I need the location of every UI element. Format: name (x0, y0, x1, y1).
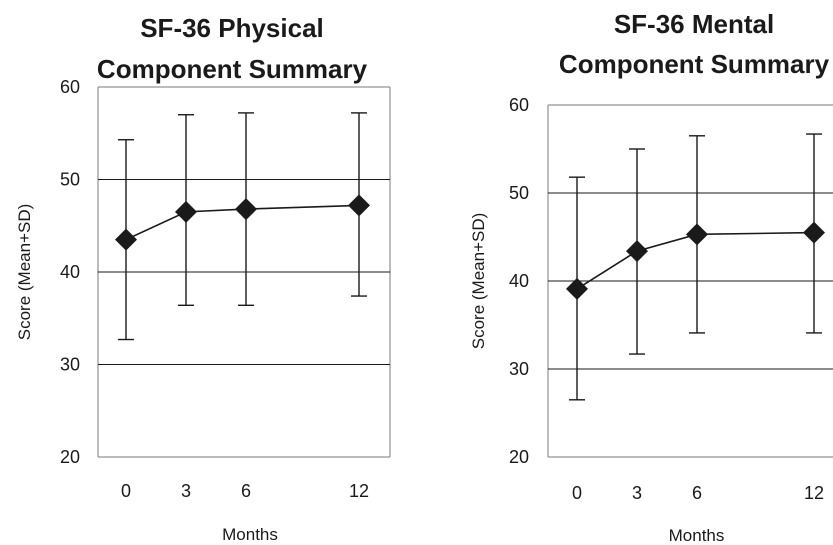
data-point-marker (626, 240, 648, 263)
x-tick-label: 3 (181, 481, 191, 501)
chart-title-line-2: Component Summary (97, 54, 368, 84)
chart-title-line-1: SF-36 Mental (614, 9, 774, 39)
data-point-marker (566, 277, 588, 300)
x-tick-label: 12 (804, 483, 824, 503)
x-tick-label: 0 (121, 481, 131, 501)
y-axis-label: Score (Mean+SD) (15, 204, 34, 341)
x-axis-label: Months (669, 526, 725, 545)
x-tick-label: 3 (632, 483, 642, 503)
y-tick-label: 50 (60, 170, 80, 190)
y-tick-label: 40 (509, 271, 529, 291)
y-tick-label: 30 (509, 359, 529, 379)
y-tick-label: 40 (60, 262, 80, 282)
y-tick-label: 60 (60, 77, 80, 97)
series-line (125, 204, 360, 241)
chart-2: SF-36 Mental Component Summary 20 30 40 50 60 0… (469, 9, 833, 545)
chart-title-line-2: Component Summary (559, 49, 830, 79)
data-point-marker (235, 198, 257, 221)
data-point-marker (686, 223, 708, 246)
data-point-marker (115, 228, 137, 251)
x-tick-label: 6 (692, 483, 702, 503)
x-tick-label: 12 (349, 481, 369, 501)
x-tick-label: 0 (572, 483, 582, 503)
y-tick-label: 20 (60, 447, 80, 467)
x-tick-label: 6 (241, 481, 251, 501)
series-line (576, 231, 815, 290)
data-point-marker (348, 194, 370, 217)
data-point-marker (803, 221, 825, 244)
y-tick-label: 50 (509, 183, 529, 203)
y-tick-label: 60 (509, 95, 529, 115)
y-tick-label: 30 (60, 355, 80, 375)
chart-title-line-1: SF-36 Physical (140, 13, 324, 43)
data-point-marker (175, 200, 197, 223)
x-axis-label: Months (222, 525, 278, 544)
y-axis-label: Score (Mean+SD) (469, 213, 488, 350)
y-tick-label: 20 (509, 447, 529, 467)
